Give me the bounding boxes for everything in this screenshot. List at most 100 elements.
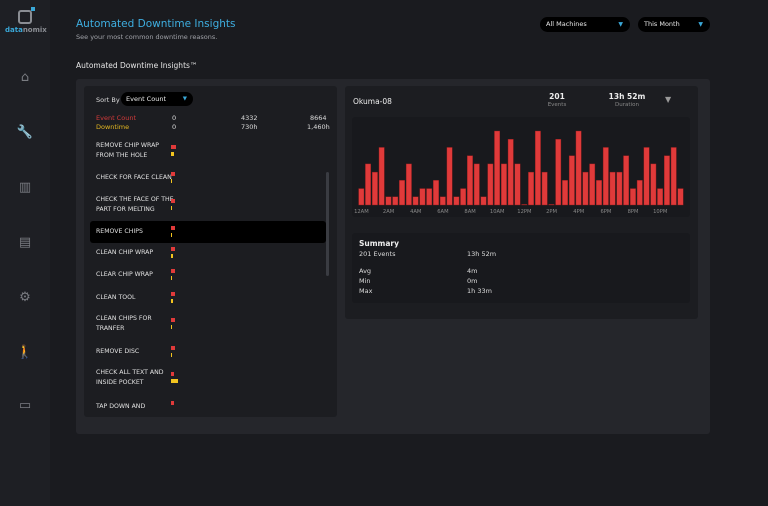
chart-bar[interactable] — [630, 188, 636, 206]
downtime-bar — [171, 299, 174, 303]
chart-bar[interactable] — [439, 196, 446, 206]
downtime-bar — [171, 353, 172, 357]
chart-bar[interactable] — [405, 163, 412, 206]
datanomix-logo[interactable]: datanomix — [5, 7, 47, 34]
page-subtitle: See your most common downtime reasons. — [76, 33, 218, 41]
chart-bar[interactable] — [487, 163, 494, 206]
machine-detail-panel: Okuma-08 201 Events 13h 52m Duration ▼ 12A… — [345, 86, 698, 319]
chart-bar[interactable] — [568, 155, 575, 206]
chart-bar[interactable] — [664, 155, 670, 206]
chart-bar[interactable] — [412, 196, 419, 206]
sort-by-label: Sort By — [96, 96, 120, 104]
chart-bar[interactable] — [616, 171, 623, 206]
chart-bar[interactable] — [378, 147, 385, 206]
summary-total: 13h 52m — [467, 250, 497, 258]
chart-bar[interactable] — [596, 180, 602, 206]
reason-list-item[interactable]: TAP DOWN AND — [90, 397, 326, 417]
chart-bar[interactable] — [494, 130, 501, 206]
sort-by-dropdown[interactable]: Event Count ▼ — [121, 92, 193, 106]
reason-list-item[interactable]: REMOVE DISC — [90, 343, 326, 361]
chart-bar[interactable] — [426, 188, 433, 206]
chart-bar[interactable] — [582, 171, 589, 206]
chart-bar[interactable] — [399, 180, 405, 206]
chart-bar[interactable] — [473, 163, 480, 206]
chart-bar[interactable] — [501, 163, 507, 206]
x-tick-label: 4AM — [410, 209, 421, 215]
x-tick-label: 10AM — [490, 209, 505, 215]
reason-list-item[interactable]: CHECK FOR FACE CLEAN — [90, 169, 326, 187]
event-count-bar — [171, 346, 175, 350]
x-tick-label: 6PM — [600, 209, 611, 215]
chart-bar[interactable] — [555, 139, 562, 206]
chart-bar[interactable] — [528, 171, 534, 206]
chart-bar[interactable] — [480, 196, 487, 206]
bar-chart-icon[interactable]: ▥ — [18, 180, 32, 195]
downtime-bar — [171, 325, 172, 329]
expand-caret-icon[interactable]: ▼ — [665, 95, 672, 104]
chart-bar[interactable] — [446, 147, 453, 206]
summary-value: 0m — [467, 277, 478, 285]
reason-list-item[interactable]: CLEAN CHIP WRAP — [90, 244, 326, 262]
sidebar: datanomix ⌂ 🔧 ▥ ▤ ⚙ 🚶 ▭ — [0, 0, 50, 506]
reason-list-item[interactable]: CLEAN TOOL — [90, 289, 326, 307]
chart-bar[interactable] — [677, 188, 684, 206]
chart-bar[interactable] — [670, 147, 677, 206]
chart-bar[interactable] — [467, 155, 473, 206]
downtime-bar — [171, 152, 174, 156]
clipboard-icon[interactable]: ▤ — [18, 235, 32, 250]
downtime-bar — [171, 379, 178, 383]
reasons-scrollbar[interactable] — [326, 172, 329, 276]
gear-icon[interactable]: ⚙ — [19, 290, 31, 305]
chart-bar[interactable] — [514, 163, 521, 206]
summary-panel: Summary 201 Events 13h 52m Avg 4m Min 0m… — [352, 233, 690, 303]
walking-person-icon[interactable]: 🚶 — [16, 345, 34, 360]
reason-list-item[interactable]: REMOVE CHIP WRAP FROM THE HOLE — [90, 138, 326, 164]
chart-bar[interactable] — [609, 171, 616, 206]
event-count-legend: Event Count — [96, 114, 136, 122]
chart-bar[interactable] — [371, 171, 378, 206]
summary-events: 201 Events — [359, 250, 396, 258]
chart-bar[interactable] — [419, 188, 426, 206]
chart-bar[interactable] — [636, 180, 643, 206]
chart-bar[interactable] — [650, 163, 657, 206]
downtime-tick: 1,460h — [307, 123, 330, 131]
reason-label: REMOVE DISC — [96, 348, 140, 355]
reason-list-item[interactable]: CLEAN CHIPS FOR TRANFER — [90, 311, 326, 337]
chart-bar[interactable] — [589, 163, 596, 206]
home-icon[interactable]: ⌂ — [20, 70, 30, 85]
chart-bar[interactable] — [575, 130, 582, 206]
reason-label: CHECK ALL TEXT AND INSIDE POCKET — [96, 369, 164, 386]
x-tick-label: 2PM — [546, 209, 557, 215]
chart-bar[interactable] — [643, 147, 650, 206]
chart-bar[interactable] — [548, 204, 555, 206]
reason-list-item[interactable]: CLEAR CHIP WRAP — [90, 266, 326, 284]
period-filter-dropdown[interactable]: This Month ▼ — [638, 17, 710, 32]
machine-filter-dropdown[interactable]: All Machines ▼ — [540, 17, 630, 32]
reason-label: REMOVE CHIPS — [96, 228, 143, 235]
caret-down-icon: ▼ — [618, 21, 623, 28]
logo-mark-icon — [18, 7, 35, 24]
chart-bar[interactable] — [433, 180, 439, 206]
chart-bar[interactable] — [453, 196, 460, 206]
chart-bar[interactable] — [534, 130, 541, 206]
chart-bar[interactable] — [623, 155, 630, 206]
monitor-icon[interactable]: ▭ — [18, 398, 32, 413]
downtime-bar — [171, 276, 173, 280]
chart-bar[interactable] — [541, 171, 548, 206]
chart-bar[interactable] — [460, 188, 467, 206]
x-tick-label: 4PM — [573, 209, 584, 215]
chart-bar[interactable] — [602, 147, 609, 206]
reason-list-item[interactable]: REMOVE CHIPS — [90, 221, 326, 243]
reason-list-item[interactable]: CHECK ALL TEXT AND INSIDE POCKET — [90, 365, 326, 391]
event-tick: 8664 — [310, 114, 327, 122]
chart-bar[interactable] — [385, 196, 392, 206]
chart-bar[interactable] — [562, 180, 568, 206]
chart-bar[interactable] — [657, 188, 664, 206]
chart-bar[interactable] — [392, 196, 399, 206]
wrench-icon[interactable]: 🔧 — [16, 125, 34, 140]
chart-bar[interactable] — [507, 139, 514, 206]
chart-bar[interactable] — [521, 204, 528, 206]
reason-list-item[interactable]: CHECK THE FACE OF THE PART FOR MELTING — [90, 192, 326, 218]
chart-bar[interactable] — [358, 188, 365, 206]
chart-bar[interactable] — [365, 163, 371, 206]
